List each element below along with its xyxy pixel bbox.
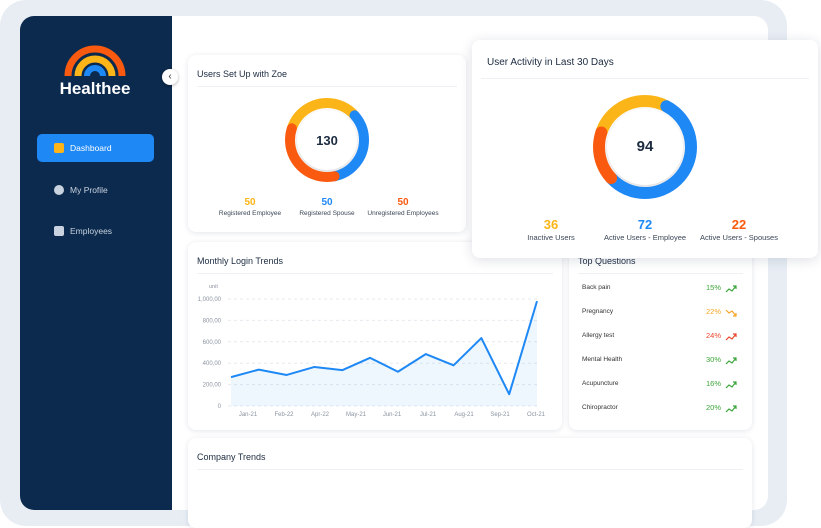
nav-label: Employees	[70, 226, 113, 236]
x-tick-label: Jul-21	[420, 412, 437, 418]
line-chart: unit 0 200,00 400,00 600,00 800,00 1,000,00 Jan…	[198, 284, 546, 418]
collapse-button[interactable]: ‹	[162, 69, 178, 85]
question-label: Mental Health	[582, 356, 623, 363]
trend-icon	[725, 381, 737, 389]
company-trends-card: Company Trends	[188, 438, 752, 528]
login-trends-card: Monthly Login Trends unit 0 200,00 400,00 60…	[188, 242, 562, 430]
donut-segment	[285, 98, 369, 182]
question-label: Allergy test	[582, 332, 615, 339]
legend-label: Unregistered Employees	[367, 210, 439, 217]
question-pct: 30%	[705, 355, 721, 364]
trend-path	[725, 405, 737, 413]
donut	[593, 95, 697, 199]
legend-value: 36	[543, 217, 559, 232]
question-pct: 24%	[705, 331, 721, 340]
sidebar	[20, 16, 172, 510]
donut	[285, 98, 369, 182]
donut-segment	[593, 95, 697, 199]
y-tick-label: 400,00	[203, 361, 222, 367]
donut-shadow	[607, 109, 683, 185]
y-tick-label: 1,000,00	[198, 297, 222, 303]
legend-label: Active Users - Spouses	[700, 233, 778, 242]
legend-label: Active Users - Employee	[603, 233, 687, 242]
legend-value: 50	[244, 197, 256, 208]
x-tick-label: May-21	[346, 412, 367, 418]
x-tick-label: Sep-21	[490, 412, 510, 418]
donut-shadow	[297, 110, 357, 170]
trend-path	[725, 285, 737, 293]
line-series	[230, 300, 538, 396]
trend-icon	[725, 333, 737, 341]
trend-path	[725, 309, 737, 317]
x-tick-label: Aug-21	[454, 412, 474, 418]
legend-value: 50	[321, 197, 333, 208]
trend-icon	[725, 285, 737, 293]
users-setup-card: Users Set Up with Zoe 130 50 Registered E…	[188, 55, 466, 232]
donut-segment	[593, 95, 697, 199]
nav-label: Dashboard	[70, 143, 112, 153]
y-tick-label: 800,00	[203, 318, 222, 324]
legend-value: 72	[637, 217, 653, 232]
legend-label: Registered Employee	[218, 210, 282, 217]
logo	[64, 45, 126, 77]
question-label: Acupuncture	[582, 380, 619, 387]
brand: Healthee	[59, 79, 131, 98]
donut-total: 130	[316, 133, 338, 148]
x-tick-label: Jan-21	[239, 412, 258, 418]
legend-value: 22	[731, 217, 747, 232]
question-label: Chiropractor	[582, 404, 618, 411]
legend-value: 50	[397, 197, 409, 208]
donut-segment	[285, 98, 369, 182]
trend-icon	[725, 405, 737, 413]
legend-label: Registered Spouse	[299, 210, 355, 217]
trend-path	[725, 333, 737, 341]
donut-segment	[593, 95, 697, 199]
nav-item[interactable]: My Profile	[37, 176, 154, 204]
card-title: Users Set Up with Zoe	[197, 69, 288, 79]
donut-total: 94	[636, 138, 654, 155]
card-title: Top Questions	[578, 256, 636, 266]
nav-label: My Profile	[70, 185, 108, 195]
question-pct: 15%	[705, 283, 721, 292]
x-tick-label: Jun-21	[383, 412, 402, 418]
y-tick-label: 600,00	[203, 340, 222, 346]
x-tick-label: Apr-22	[311, 412, 330, 418]
trend-path	[725, 381, 737, 389]
axis-unit: unit	[209, 284, 218, 290]
question-label: Back pain	[582, 284, 611, 291]
x-tick-label: Oct-21	[527, 412, 546, 418]
card-title: Company Trends	[197, 452, 266, 462]
trend-icon	[725, 309, 737, 317]
question-pct: 20%	[705, 403, 721, 412]
trend-icon	[725, 357, 737, 365]
question-pct: 16%	[705, 379, 721, 388]
line-area	[231, 301, 537, 406]
x-tick-label: Feb-22	[274, 412, 294, 418]
legend-label: Inactive Users	[527, 233, 575, 242]
y-tick-label: 0	[218, 404, 222, 410]
card-title: Monthly Login Trends	[197, 256, 284, 266]
user-activity-card: User Activity in Last 30 Days 94 36 Inact…	[472, 40, 818, 258]
trend-path	[725, 357, 737, 365]
question-pct: 22%	[705, 307, 721, 316]
y-tick-label: 200,00	[203, 383, 222, 389]
top-questions-card: Top Questions Back pain 15% Pregnancy 22% Al…	[569, 242, 752, 430]
nav-item[interactable]: Dashboard	[37, 134, 154, 162]
donut-segment	[285, 98, 369, 182]
nav-item[interactable]: Employees	[37, 217, 154, 245]
question-label: Pregnancy	[582, 308, 614, 315]
card-title: User Activity in Last 30 Days	[487, 57, 614, 68]
